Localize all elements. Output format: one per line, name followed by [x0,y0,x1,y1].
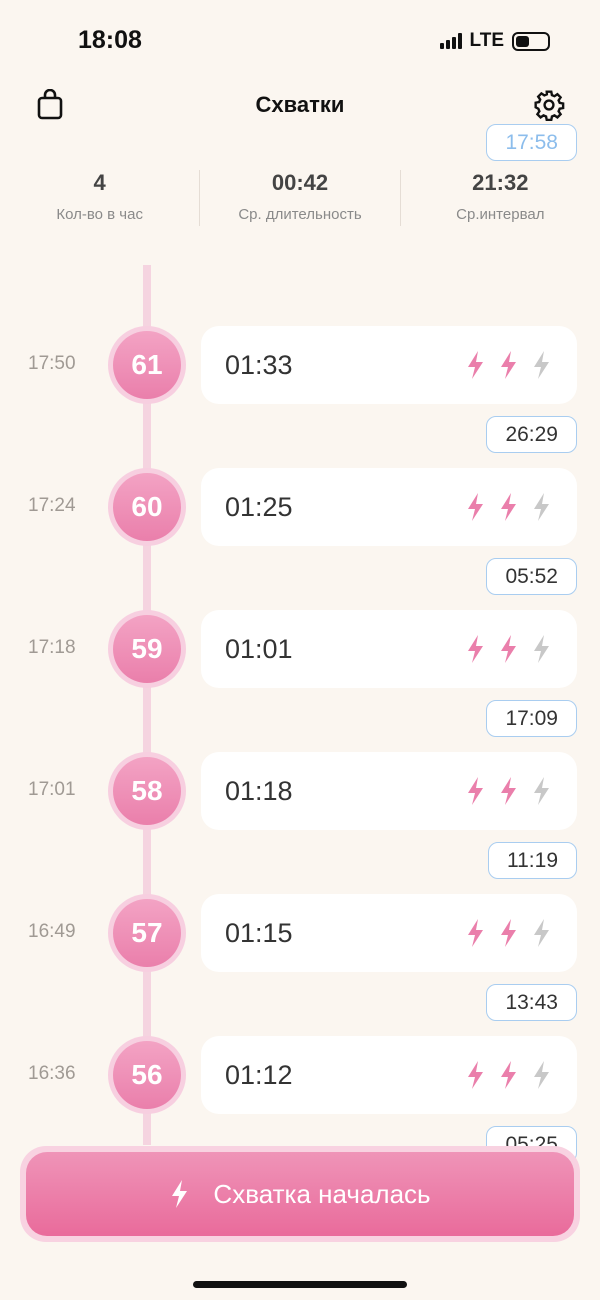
status-indicators: LTE [439,30,550,52]
contraction-number-badge: 58 [108,752,186,830]
stats-bar: 4 Кол-во в час 00:42 Ср. длительность 21:3… [0,170,600,226]
stat-per-hour: 4 Кол-во в час [0,170,201,226]
signal-icon [439,33,462,49]
intensity-bolt-icon [468,635,483,663]
intensity-bolt-icon [534,1061,549,1089]
contraction-row[interactable]: 16:36 56 01:12 05:25 [0,976,600,1163]
contraction-time: 17:18 [28,637,76,658]
timeline-line [143,265,151,1145]
intensity-bolt-icon [468,919,483,947]
stat-label: Ср. длительность [238,206,362,223]
contraction-row[interactable]: 17:18 59 01:01 17:09 [0,550,600,737]
stat-avg-duration: 00:42 Ср. длительность [200,170,401,226]
contraction-card[interactable]: 01:25 [201,468,577,546]
contraction-duration: 01:33 [225,349,293,380]
contraction-row[interactable]: 17:24 60 01:25 05:52 [0,408,600,595]
battery-icon [512,31,550,51]
contraction-card[interactable]: 01:18 [201,752,577,830]
contraction-number: 61 [113,331,181,399]
intensity-bolt-icon [468,777,483,805]
intensity-bolt-icon [468,351,483,379]
stat-avg-interval: 21:32 Ср.интервал [401,170,600,226]
intensity-bolt-icon [534,351,549,379]
interval-pill: 11:19 [488,842,577,879]
gear-icon[interactable] [533,89,565,121]
contraction-row[interactable]: 17:58 17:50 61 01:33 26:29 [0,124,600,453]
contraction-started-button[interactable]: Схватка началась [20,1146,580,1242]
intensity-bolt-icon [534,493,549,521]
contraction-number: 59 [113,615,181,683]
stat-value: 21:32 [472,170,529,195]
stat-value: 4 [93,170,106,195]
stat-label: Ср.интервал [456,206,545,223]
interval-pill: 05:52 [486,558,577,595]
contraction-number: 56 [113,1041,181,1109]
page-title: Схватки [255,92,345,117]
contraction-card[interactable]: 01:01 [201,610,577,688]
current-interval-pill: 17:58 [486,124,577,161]
contraction-duration: 01:01 [225,633,293,664]
contraction-duration: 01:12 [225,1059,293,1090]
stat-value: 00:42 [271,170,329,195]
contraction-time: 16:49 [28,921,76,942]
intensity-bolt-icon [468,1061,483,1089]
intensity-bolt-icon [468,493,483,521]
contraction-card[interactable]: 01:12 [201,1036,577,1114]
contraction-time: 17:01 [28,779,76,800]
intensity-bolt-icon [501,919,516,947]
contraction-time: 17:50 [28,353,76,374]
contraction-card[interactable]: 01:33 [201,326,577,404]
intensity-bolt-icon [534,635,549,663]
contraction-duration: 01:18 [225,775,293,806]
intensity-bolt-icon [501,635,516,663]
intensity-bolt-icon [534,919,549,947]
contraction-number-badge: 59 [108,610,186,688]
contraction-time: 16:36 [28,1063,76,1084]
stat-label: Кол-во в час [56,206,143,223]
contraction-number: 57 [113,899,181,967]
contraction-number-badge: 57 [108,894,186,972]
button-label: Схватка началась [213,1178,431,1209]
contraction-row[interactable]: 16:49 57 01:15 13:43 [0,834,600,1021]
interval-pill: 17:09 [486,700,577,737]
network-label: LTE [469,30,504,51]
contraction-number: 60 [113,473,181,541]
contraction-row[interactable]: 17:01 58 01:18 11:19 [0,692,600,879]
contraction-duration: 01:15 [225,917,293,948]
contraction-card[interactable]: 01:15 [201,894,577,972]
intensity-bolt-icon [501,1061,516,1089]
contraction-number-badge: 61 [108,326,186,404]
contraction-number-badge: 60 [108,468,186,546]
home-indicator [193,1281,407,1288]
shopping-bag-icon[interactable] [36,89,64,121]
contraction-number-badge: 56 [108,1036,186,1114]
lightning-icon [172,1180,188,1208]
intensity-bolt-icon [534,777,549,805]
interval-pill: 26:29 [486,416,577,453]
interval-pill: 13:43 [486,984,577,1021]
contraction-duration: 01:25 [225,491,293,522]
intensity-bolt-icon [501,351,516,379]
status-time: 18:08 [78,26,142,54]
intensity-bolt-icon [501,777,516,805]
contraction-number: 58 [113,757,181,825]
intensity-bolt-icon [501,493,516,521]
contraction-time: 17:24 [28,495,76,516]
